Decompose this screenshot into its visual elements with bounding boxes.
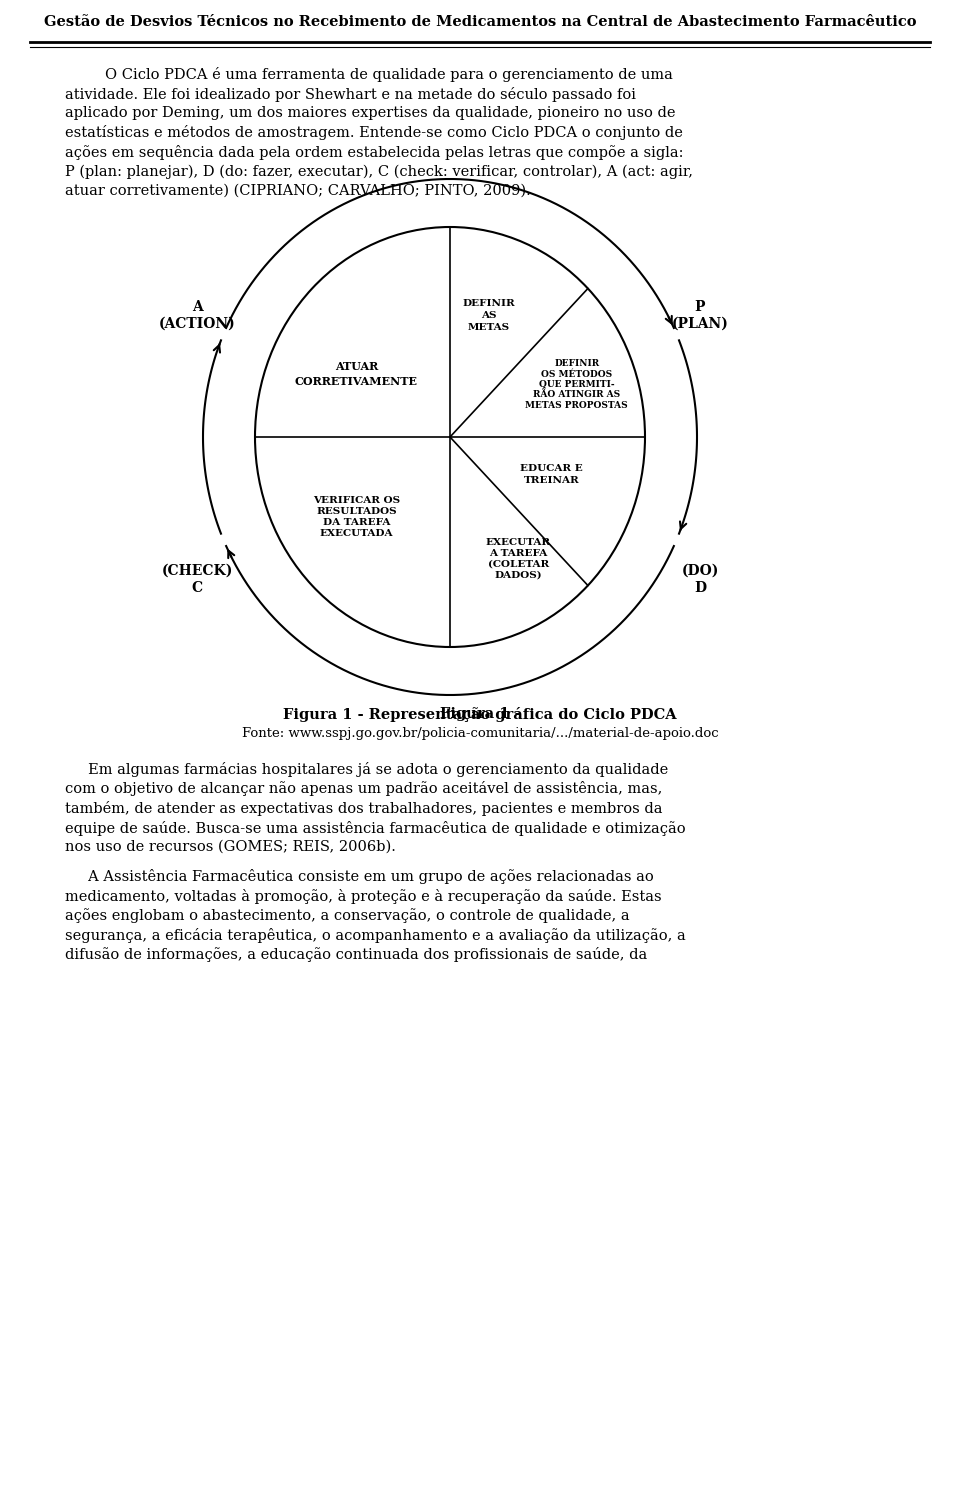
Text: atuar corretivamente) (CIPRIANO; CARVALHO; PINTO, 2009).: atuar corretivamente) (CIPRIANO; CARVALH… [65, 184, 531, 198]
Text: P (plan: planejar), D (do: fazer, executar), C (check: verificar, controlar), A : P (plan: planejar), D (do: fazer, execut… [65, 165, 693, 178]
Text: medicamento, voltadas à promoção, à proteção e à recuperação da saúde. Estas: medicamento, voltadas à promoção, à prot… [65, 889, 661, 904]
Text: A Assistência Farmacêutica consiste em um grupo de ações relacionadas ao: A Assistência Farmacêutica consiste em u… [65, 869, 654, 885]
Text: DEFINIR
OS MÉTODOS
QUE PERMITI-
RÃO ATINGIR AS
METAS PROPOSTAS: DEFINIR OS MÉTODOS QUE PERMITI- RÃO ATIN… [525, 360, 628, 410]
Text: DEFINIR
AS
METAS: DEFINIR AS METAS [463, 299, 516, 331]
Text: ações em sequência dada pela ordem estabelecida pelas letras que compõe a sigla:: ações em sequência dada pela ordem estab… [65, 145, 684, 160]
Text: Gestão de Desvios Técnicos no Recebimento de Medicamentos na Central de Abasteci: Gestão de Desvios Técnicos no Recebiment… [44, 15, 916, 29]
Text: aplicado por Deming, um dos maiores expertises da qualidade, pioneiro no uso de: aplicado por Deming, um dos maiores expe… [65, 106, 676, 119]
Text: equipe de saúde. Busca-se uma assistência farmacêutica de qualidade e otimização: equipe de saúde. Busca-se uma assistênci… [65, 821, 685, 836]
Text: (DO)
D: (DO) D [682, 564, 719, 596]
Text: segurança, a eficácia terapêutica, o acompanhamento e a avaliação da utilização,: segurança, a eficácia terapêutica, o aco… [65, 928, 685, 943]
Text: Figura 1 - Representação gráfica do Ciclo PDCA: Figura 1 - Representação gráfica do Cicl… [283, 708, 677, 723]
Text: EXECUTAR
A TAREFA
(COLETAR
DADOS): EXECUTAR A TAREFA (COLETAR DADOS) [486, 538, 551, 581]
Text: VERIFICAR OS
RESULTADOS
DA TAREFA
EXECUTADA: VERIFICAR OS RESULTADOS DA TAREFA EXECUT… [313, 496, 400, 538]
Text: estatísticas e métodos de amostragem. Entende-se como Ciclo PDCA o conjunto de: estatísticas e métodos de amostragem. En… [65, 125, 683, 141]
Text: (CHECK)
C: (CHECK) C [161, 564, 232, 596]
Text: Em algumas farmácias hospitalares já se adota o gerenciamento da qualidade: Em algumas farmácias hospitalares já se … [65, 762, 668, 777]
Text: O Ciclo PDCA é uma ferramenta de qualidade para o gerenciamento de uma: O Ciclo PDCA é uma ferramenta de qualida… [105, 67, 673, 82]
Text: atividade. Ele foi idealizado por Shewhart e na metade do século passado foi: atividade. Ele foi idealizado por Shewha… [65, 86, 636, 101]
Text: EDUCAR E
TREINAR: EDUCAR E TREINAR [520, 464, 583, 485]
Text: Fonte: www.sspj.go.gov.br/policia-comunitaria/.../material-de-apoio.doc: Fonte: www.sspj.go.gov.br/policia-comuni… [242, 727, 718, 739]
Text: com o objetivo de alcançar não apenas um padrão aceitável de assistência, mas,: com o objetivo de alcançar não apenas um… [65, 782, 662, 797]
Text: Figura 1 -: Figura 1 - [440, 708, 520, 721]
Text: ATUAR
CORRETIVAMENTE: ATUAR CORRETIVAMENTE [295, 361, 418, 387]
Text: difusão de informações, a educação continuada dos profissionais de saúde, da: difusão de informações, a educação conti… [65, 948, 647, 963]
Text: P
(PLAN): P (PLAN) [672, 299, 729, 331]
Text: ações englobam o abastecimento, a conservação, o controle de qualidade, a: ações englobam o abastecimento, a conser… [65, 909, 630, 924]
Text: nos uso de recursos (GOMES; REIS, 2006b).: nos uso de recursos (GOMES; REIS, 2006b)… [65, 841, 396, 854]
Text: também, de atender as expectativas dos trabalhadores, pacientes e membros da: também, de atender as expectativas dos t… [65, 801, 662, 816]
Text: A
(ACTION): A (ACTION) [158, 299, 235, 331]
